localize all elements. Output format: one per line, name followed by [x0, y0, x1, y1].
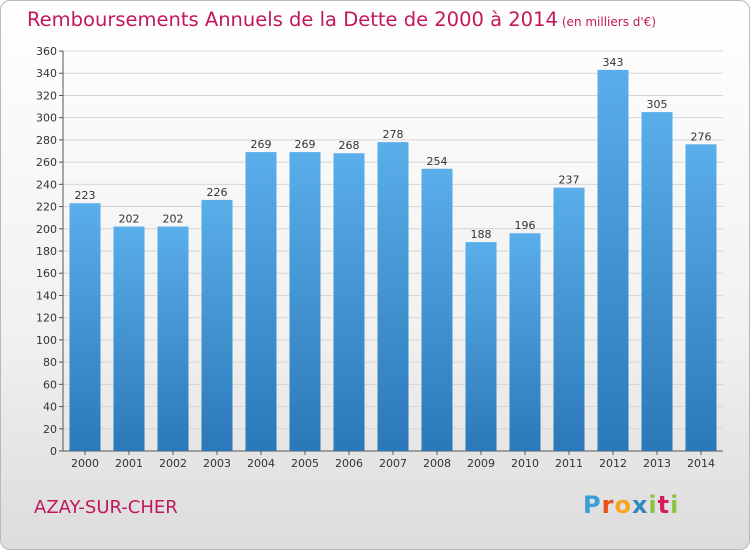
- bar-value-label: 305: [647, 98, 668, 111]
- logo-letter: i: [670, 491, 680, 519]
- x-tick-label: 2002: [159, 457, 187, 470]
- y-tick-label: 260: [36, 156, 57, 169]
- logo-letter: P: [583, 491, 602, 519]
- bar: [69, 203, 101, 451]
- x-tick-label: 2010: [511, 457, 539, 470]
- bar-value-label: 188: [471, 228, 492, 241]
- y-tick-label: 140: [36, 289, 57, 302]
- bar-value-label: 202: [163, 213, 184, 226]
- x-tick-label: 2003: [203, 457, 231, 470]
- bar: [509, 233, 541, 451]
- x-tick-label: 2004: [247, 457, 275, 470]
- chart-subtitle: (en milliers d'€): [561, 15, 656, 29]
- y-tick-label: 300: [36, 112, 57, 125]
- x-tick-label: 2007: [379, 457, 407, 470]
- bar-value-label: 269: [251, 138, 272, 151]
- bar-value-label: 268: [339, 139, 360, 152]
- bar: [597, 69, 629, 451]
- bars: [69, 69, 717, 452]
- x-tick-label: 2001: [115, 457, 143, 470]
- chart-title-text: Remboursements Annuels de la Dette de 20…: [27, 8, 558, 31]
- y-tick-label: 40: [43, 401, 57, 414]
- bar: [421, 168, 453, 451]
- bar-value-label: 269: [295, 138, 316, 151]
- y-tick-label: 340: [36, 67, 57, 80]
- logo-letter: o: [614, 491, 632, 519]
- bar-value-label: 276: [691, 130, 712, 143]
- value-labels: 223 202 202 226 269 269 268 278 254 188 196 237 343 3…: [75, 56, 712, 241]
- x-tick-label: 2006: [335, 457, 363, 470]
- x-tick-label: 2013: [643, 457, 671, 470]
- y-tick-label: 220: [36, 201, 57, 214]
- bar: [113, 226, 145, 451]
- x-tick-label: 2008: [423, 457, 451, 470]
- bar-value-label: 254: [427, 155, 448, 168]
- bar-value-label: 237: [559, 174, 580, 187]
- y-tick-label: 20: [43, 423, 57, 436]
- y-tick-labels: 0 20 40 60 80 100 120 140 160 180 200 220 240 260 280 3…: [36, 45, 57, 458]
- bar: [245, 152, 277, 451]
- logo-letter: r: [601, 491, 615, 519]
- y-tick-label: 80: [43, 356, 57, 369]
- bar-value-label: 226: [207, 186, 228, 199]
- bar: [157, 226, 189, 451]
- chart-title: Remboursements Annuels de la Dette de 20…: [27, 8, 656, 31]
- logo-letter: t: [657, 491, 671, 519]
- y-tick-label: 200: [36, 223, 57, 236]
- x-tick-label: 2005: [291, 457, 319, 470]
- y-tick-label: 120: [36, 312, 57, 325]
- bar: [377, 142, 409, 451]
- logo-letter: i: [648, 491, 658, 519]
- bar-value-label: 223: [75, 189, 96, 202]
- y-tick-label: 320: [36, 89, 57, 102]
- bar: [641, 112, 673, 451]
- y-tick-label: 0: [50, 445, 57, 458]
- x-tick-label: 2014: [687, 457, 715, 470]
- y-tick-label: 280: [36, 134, 57, 147]
- city-name: AZAY-SUR-CHER: [34, 497, 178, 518]
- x-tick-label: 2000: [71, 457, 99, 470]
- y-tick-label: 180: [36, 245, 57, 258]
- y-tick-label: 100: [36, 334, 57, 347]
- bar-value-label: 196: [515, 219, 536, 232]
- proxiti-logo: Proxiti: [583, 491, 679, 519]
- y-tick-label: 360: [36, 45, 57, 58]
- bar: [333, 153, 365, 451]
- bar-value-label: 278: [383, 128, 404, 141]
- x-tick-label: 2012: [599, 457, 627, 470]
- bar: [685, 144, 717, 452]
- bar: [289, 152, 321, 451]
- x-tick-label: 2009: [467, 457, 495, 470]
- bar: [553, 187, 585, 451]
- x-tick-labels: 2000 2001 2002 2003 2004 2005 2006 2007 2008 2009…: [71, 451, 715, 470]
- bar: [201, 199, 233, 451]
- x-tick-label: 2011: [555, 457, 583, 470]
- y-tick-label: 60: [43, 378, 57, 391]
- y-tick-label: 160: [36, 267, 57, 280]
- bar: [465, 242, 497, 451]
- logo-letter: x: [631, 491, 649, 519]
- bar-value-label: 343: [603, 56, 624, 69]
- bar-value-label: 202: [119, 213, 140, 226]
- y-tick-label: 240: [36, 178, 57, 191]
